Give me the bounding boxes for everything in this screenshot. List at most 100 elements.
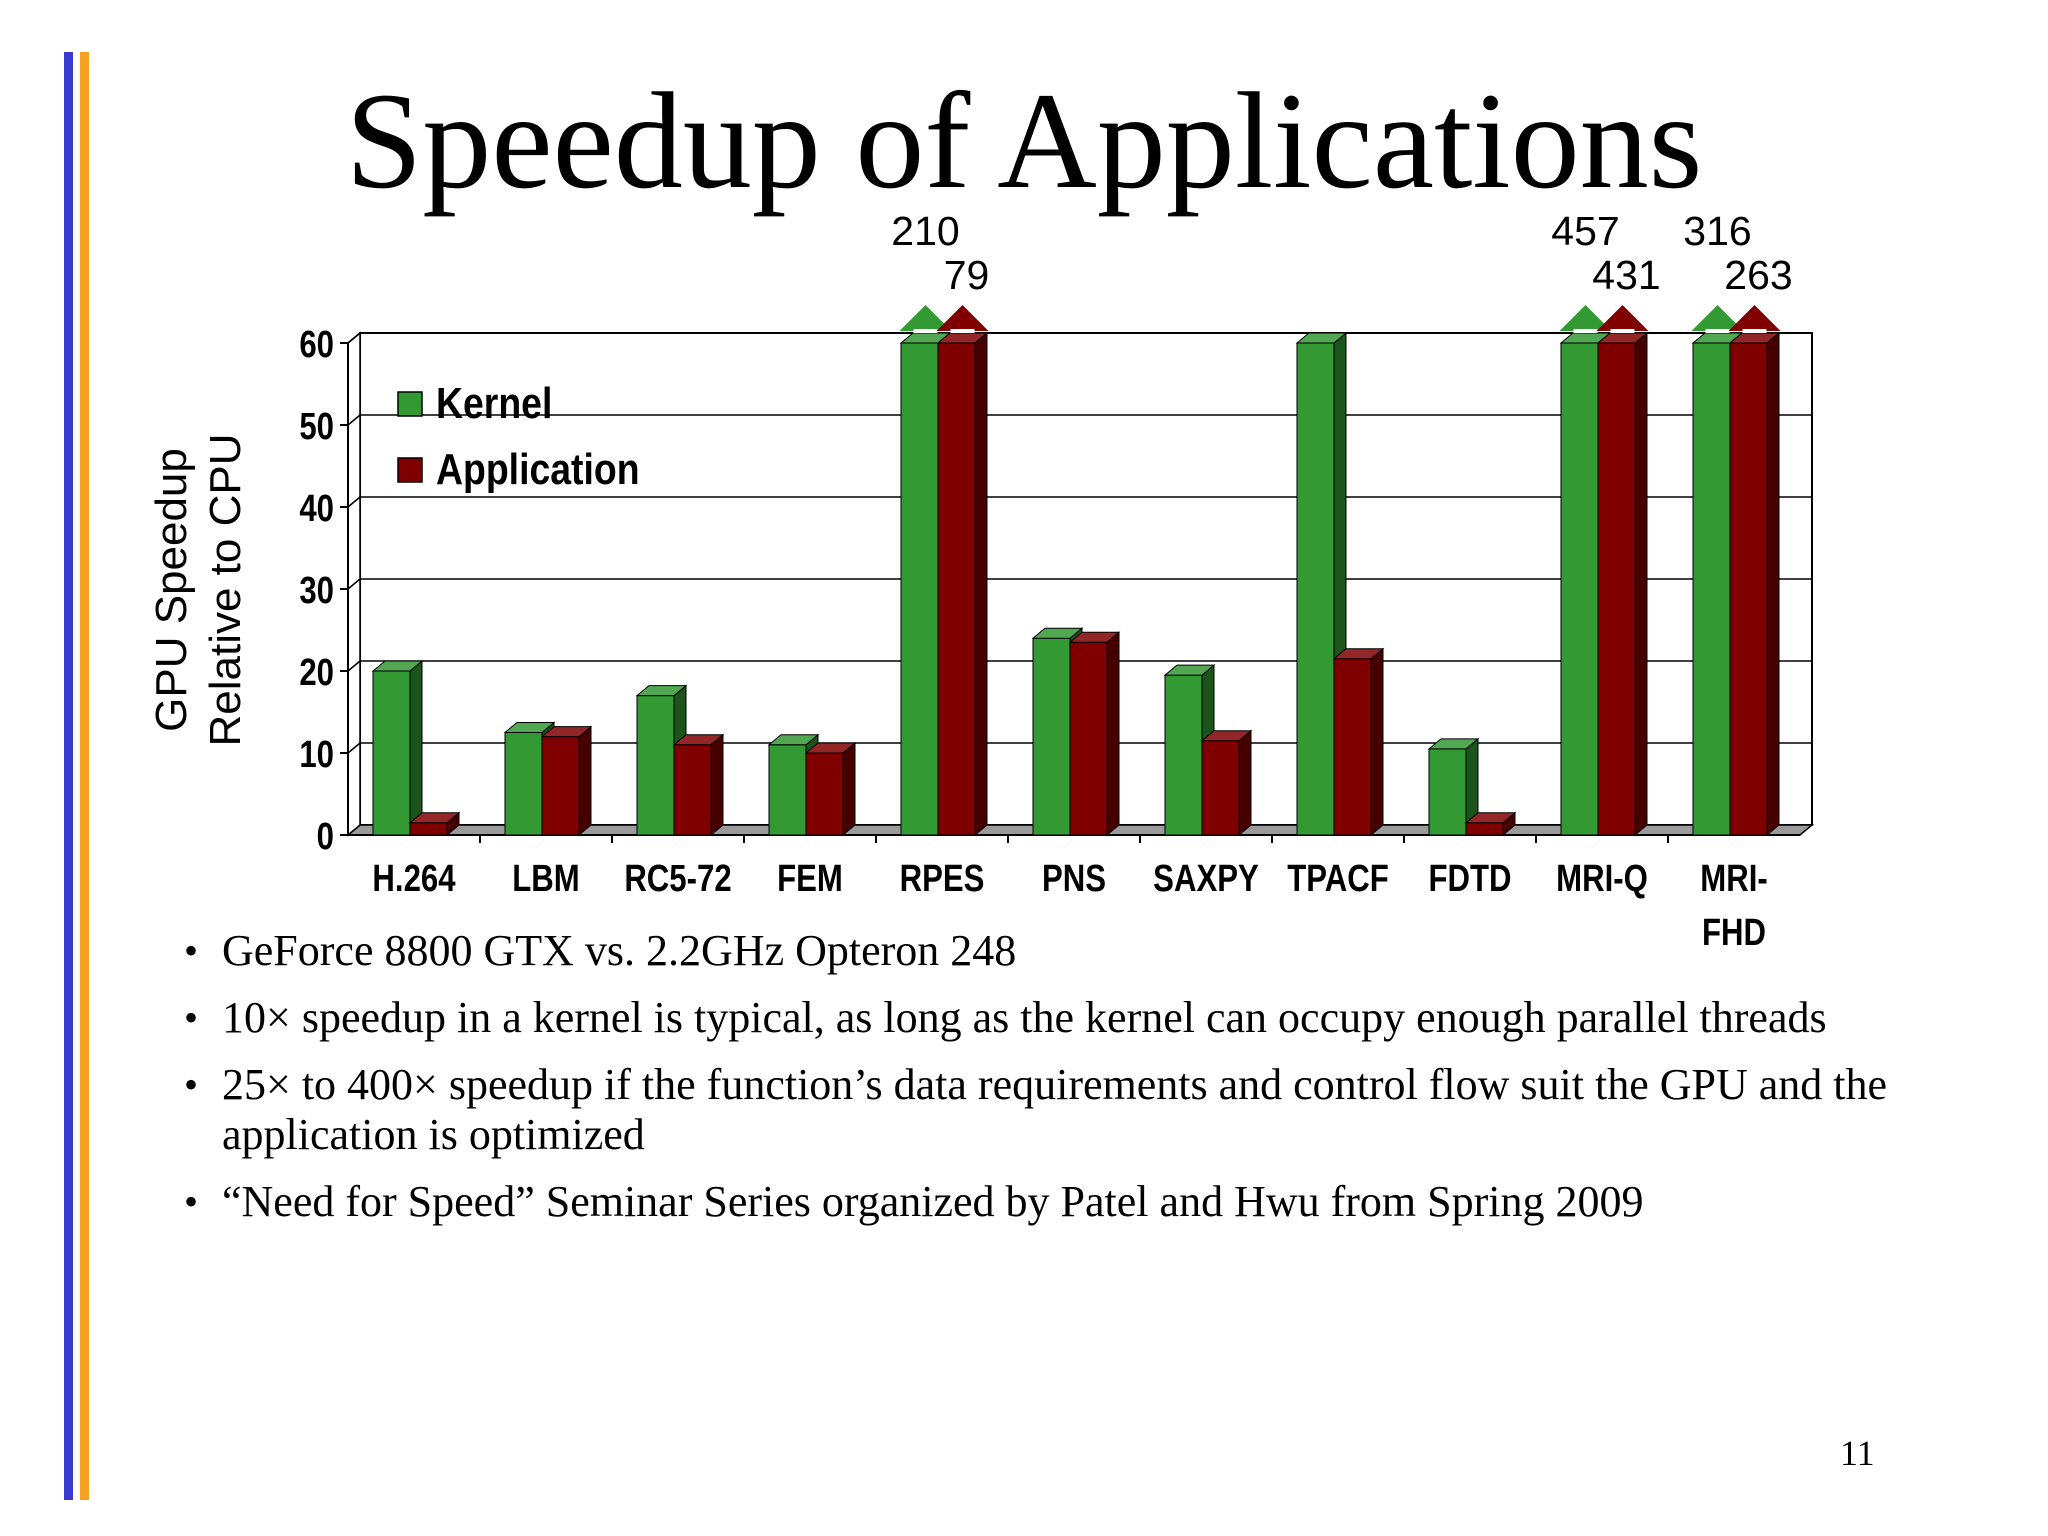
bullet-text: “Need for Speed” Seminar Series organize… [222,1177,1644,1226]
x-tick-label: FHD [1702,912,1766,954]
y-axis-label: GPU Speedup [147,448,196,732]
overflow-arrow [1596,305,1649,331]
bar-top [1295,332,1348,344]
bar-front [1597,342,1636,836]
legend-label-application: Application [436,444,640,494]
overflow-arrow-gap [1610,329,1635,333]
x-tick-label: SAXPY [1153,858,1259,900]
x-tick-label: H.264 [372,858,456,900]
y-axis-label: Relative to CPU [201,433,250,746]
bar-application-fdtd [1464,811,1517,837]
bar-top [1332,648,1385,660]
bar-top [672,734,725,746]
bar-front [805,752,844,836]
bar-top [1427,738,1480,750]
x-tick-label: LBM [512,858,579,900]
overflow-arrow [936,305,989,331]
page-number: 11 [1840,1433,1875,1473]
bar-front [937,342,976,836]
x-tick-label: MRI- [1700,858,1767,900]
overflow-label-application: 431 [1592,252,1660,298]
bullet-dot: • [184,928,199,973]
bar-front [1465,822,1504,836]
y-tick-label: 30 [299,570,334,612]
bar-front [768,744,807,836]
bullet-text: GeForce 8800 GTX vs. 2.2GHz Opteron 248 [222,926,1017,975]
bullet-item: • 10× speedup in a kernel is typical, as … [184,993,1984,1043]
overflow-arrow-gap [1573,329,1598,333]
speedup-bar-chart: 0 10 20 30 40 50 60 GPU Speedup Relative to CPU H… [147,208,1815,954]
overflow-arrow [899,305,952,331]
bar-front [1333,658,1372,836]
bar-application-fem [804,741,857,837]
bar-kernel-saxpy [1163,664,1216,837]
bar-top [1728,332,1781,344]
bar-front [372,670,411,836]
slide-title: Speedup of Applications [345,64,1703,217]
bar-top [1163,664,1216,676]
bar-application-rc5-72 [672,733,725,837]
bar-top [1068,631,1121,643]
bar-top [371,660,424,672]
bullet-dot: • [184,995,199,1040]
bar-side [974,331,988,837]
x-tick-label: FDTD [1428,858,1511,900]
overflow-arrow [1559,305,1612,331]
overflow-arrow-gap [1742,329,1767,333]
bar-top [503,722,556,733]
y-tick-label: 10 [299,734,334,776]
overflow-arrow-gap [1705,329,1730,333]
bullet-dot: • [184,1179,199,1224]
bar-top [635,685,688,697]
bar-top [540,726,593,738]
bar-side [578,725,592,837]
x-tick-label: RPES [900,858,985,900]
overflow-label-kernel: 316 [1683,208,1751,254]
bar-side [409,659,423,837]
bar-application-h.264 [408,811,461,837]
bar-top [804,742,857,754]
left-stripe-orange [80,52,89,1500]
bullet-dot: • [184,1062,199,1107]
left-stripe-blue [64,52,73,1500]
bar-application-tpacf [1332,647,1385,837]
overflow-arrow-gap [913,329,938,333]
bar-top [1031,627,1084,639]
bar-front [673,744,712,836]
bar-top [936,332,989,344]
bar-kernel-h.264 [371,659,424,837]
overflow-arrow [1691,305,1744,331]
bar-front [1729,342,1768,836]
bar-application-saxpy [1200,729,1253,837]
bar-top [1596,332,1649,344]
bar-front [504,732,543,836]
bar-side [1766,331,1780,837]
legend-swatch-kernel [397,391,423,417]
bar-front [1032,637,1071,836]
bar-front [1560,342,1599,836]
bullet-text: 10× speedup in a kernel is typical, as l… [222,993,1827,1042]
overflow-label-application: 263 [1724,252,1792,298]
overflow-arrow-gap [950,329,975,333]
overflow-label-kernel: 457 [1551,208,1619,254]
bar-side [1238,729,1252,837]
bar-side [1634,331,1648,837]
bar-top [1200,730,1253,742]
bar-front [1296,342,1335,836]
overflow-label-application: 79 [944,252,990,298]
x-tick-label: RC5-72 [624,858,731,900]
legend-label-kernel: Kernel [436,378,552,428]
x-tick-label: TPACF [1287,858,1389,900]
y-tick-label: 40 [299,488,334,530]
bar-front [1164,674,1203,836]
bar-application-pns [1068,631,1121,837]
bar-side [710,733,724,837]
y-tick-label: 20 [299,652,334,694]
bar-top [1464,812,1517,824]
bar-front [1201,740,1240,836]
bar-front [900,342,939,836]
bar-side [1106,631,1120,837]
bar-top [767,734,820,746]
bullet-text: 25× to 400× speedup if the function’s da… [222,1060,1888,1159]
x-tick-label: MRI-Q [1556,858,1648,900]
